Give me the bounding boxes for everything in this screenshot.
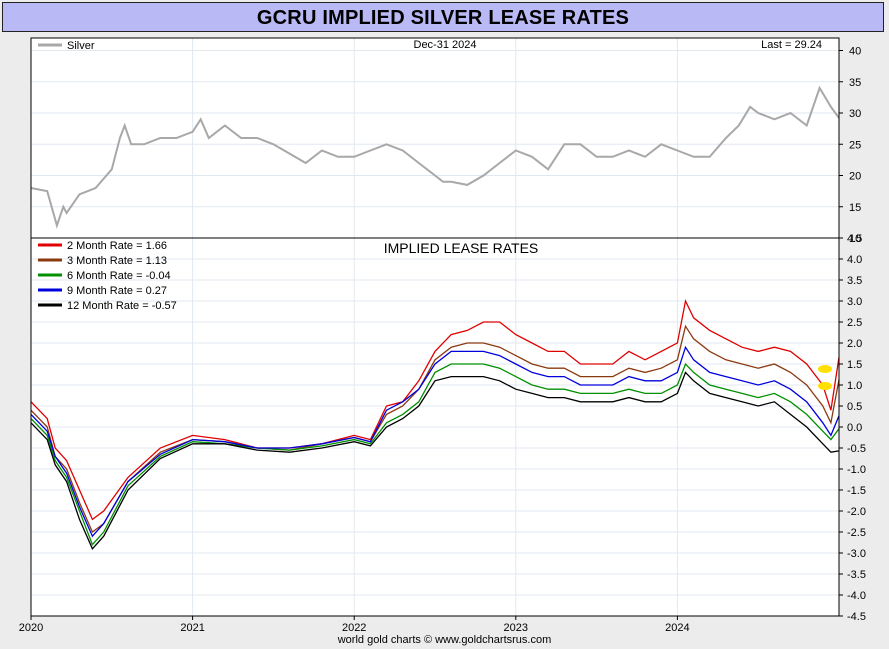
lease-ytick-label: 3.5 bbox=[847, 275, 862, 287]
lease-legend-label-4: 12 Month Rate = -0.57 bbox=[67, 300, 177, 312]
lease-ytick-label: 2.5 bbox=[847, 317, 862, 329]
lease-ytick-label: 1.0 bbox=[847, 380, 862, 392]
lease-rate-line-4 bbox=[30, 371, 840, 550]
lease-ytick-label: -3.0 bbox=[847, 548, 866, 560]
lease-ytick-label: 4.5 bbox=[847, 233, 862, 245]
silver-price-line bbox=[30, 85, 840, 229]
x-tick-label: 2020 bbox=[19, 622, 43, 634]
silver-ytick-label: 35 bbox=[849, 77, 861, 89]
lease-ytick-label: -2.0 bbox=[847, 506, 866, 518]
lease-ytick-label: -1.5 bbox=[847, 485, 866, 497]
chart-title: GCRU IMPLIED SILVER LEASE RATES bbox=[256, 7, 630, 29]
lease-ytick-label: -3.5 bbox=[847, 569, 866, 581]
silver-last-label: Last = 29.24 bbox=[761, 39, 822, 51]
x-tick-label: 2021 bbox=[180, 622, 204, 634]
lease-ytick-label: 3.0 bbox=[847, 296, 862, 308]
lease-legend-label-1: 3 Month Rate = 1.13 bbox=[67, 255, 167, 267]
footer-credit: world gold charts © www.goldchartsrus.co… bbox=[337, 634, 552, 646]
highlight-mark bbox=[818, 365, 832, 373]
lease-ytick-label: 0.0 bbox=[847, 422, 862, 434]
lease-rate-line-3 bbox=[30, 345, 840, 538]
lease-ytick-label: 4.0 bbox=[847, 254, 862, 266]
lease-ytick-label: -0.5 bbox=[847, 443, 866, 455]
lease-legend-label-3: 9 Month Rate = 0.27 bbox=[67, 285, 167, 297]
lease-rate-line-2 bbox=[30, 362, 840, 546]
lease-ytick-label: -2.5 bbox=[847, 527, 866, 539]
lease-ytick-label: 0.5 bbox=[847, 401, 862, 413]
silver-ytick-label: 25 bbox=[849, 139, 861, 151]
title-bar: GCRU IMPLIED SILVER LEASE RATES bbox=[2, 2, 884, 32]
x-tick-label: 2024 bbox=[665, 622, 689, 634]
lease-ytick-label: -1.0 bbox=[847, 464, 866, 476]
silver-panel bbox=[31, 38, 839, 238]
lease-title: IMPLIED LEASE RATES bbox=[384, 240, 539, 256]
silver-ytick-label: 10 bbox=[849, 233, 861, 245]
silver-ytick-label: 30 bbox=[849, 108, 861, 120]
lease-ytick-label: -4.5 bbox=[847, 611, 866, 623]
x-tick-label: 2023 bbox=[504, 622, 528, 634]
highlight-mark bbox=[818, 382, 832, 390]
silver-legend-label: Silver bbox=[67, 40, 95, 52]
lease-legend-label-2: 6 Month Rate = -0.04 bbox=[67, 270, 171, 282]
lease-ytick-label: 2.0 bbox=[847, 338, 862, 350]
silver-ytick-label: 40 bbox=[849, 46, 861, 58]
x-tick-label: 2022 bbox=[342, 622, 366, 634]
silver-ytick-label: 15 bbox=[849, 202, 861, 214]
lease-ytick-label: -4.0 bbox=[847, 590, 866, 602]
lease-rate-line-1 bbox=[30, 324, 840, 534]
silver-date-label: Dec-31 2024 bbox=[414, 39, 477, 51]
silver-ytick-label: 20 bbox=[849, 171, 861, 183]
lease-rate-line-0 bbox=[30, 298, 840, 521]
lease-legend-label-0: 2 Month Rate = 1.66 bbox=[67, 240, 167, 252]
lease-ytick-label: 1.5 bbox=[847, 359, 862, 371]
